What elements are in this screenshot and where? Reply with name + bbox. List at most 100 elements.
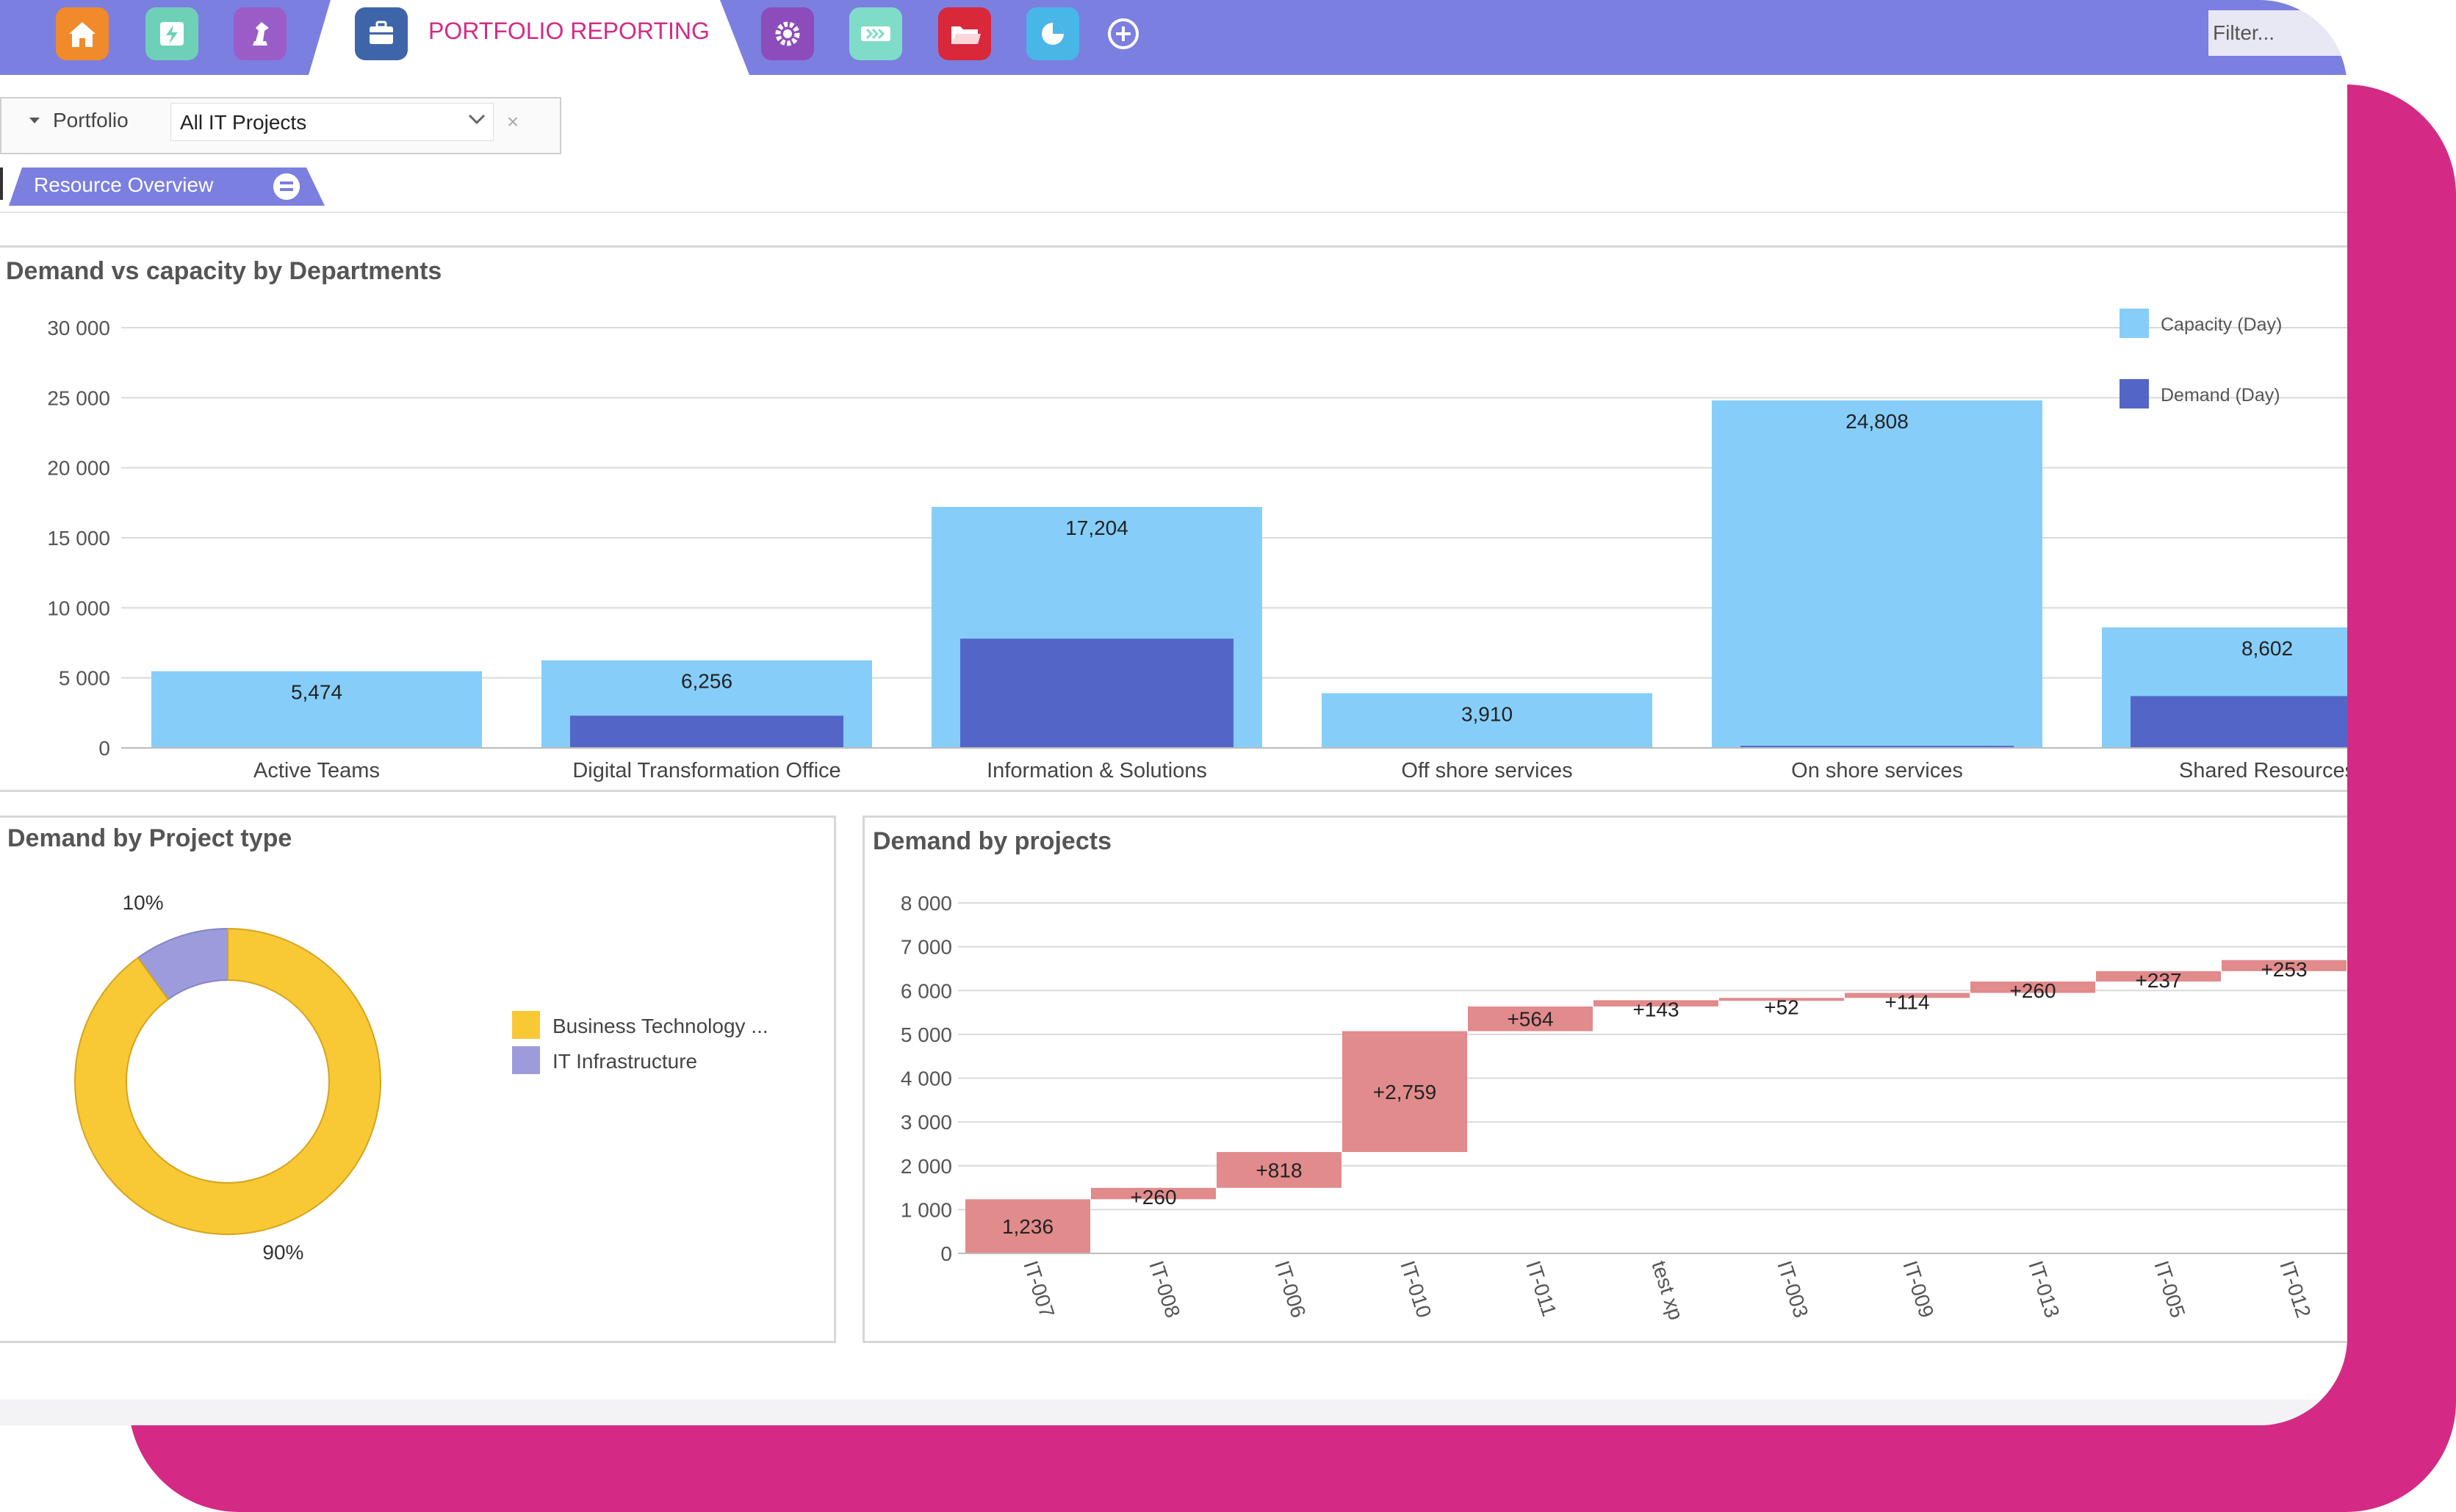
bar-data-label: +818 [1256, 1159, 1302, 1181]
type-chart-panel [0, 816, 836, 1343]
waterfall-bar [1091, 1187, 1216, 1200]
x-category-label: IT-008 [1145, 1258, 1184, 1320]
x-category-label: Shared Resources [2179, 759, 2347, 782]
x-category-label: IT-006 [1270, 1258, 1310, 1320]
app-window: PORTFOLIO REPORTING Filter... Portfolio … [0, 0, 2347, 1425]
project-type-donut-chart: 10% 90% Business Technology ... IT Infrastr… [74, 891, 768, 1264]
home-icon[interactable] [56, 7, 109, 60]
tab-portfolio-reporting[interactable] [309, 0, 749, 75]
x-category-label: IT-011 [1522, 1258, 1560, 1319]
legend-label: Capacity (Day) [2161, 314, 2282, 335]
legend-swatch [2120, 309, 2149, 338]
bar-data-label: 1,236 [1002, 1215, 1054, 1238]
resource-tab-label: Resource Overview [34, 173, 214, 196]
legend-swatch [512, 1011, 540, 1039]
waterfall-bar [1719, 998, 1844, 1001]
demand-bar [960, 638, 1234, 748]
bar-data-label: +2,759 [1373, 1081, 1436, 1104]
tab-resource-overview[interactable] [9, 168, 325, 206]
donut-slice [74, 927, 381, 1235]
bar-data-label: 3,910 [1461, 702, 1513, 725]
bar-data-label: +52 [1764, 996, 1799, 1018]
legend-label: IT Infrastructure [552, 1050, 697, 1073]
slice-data-label: 90% [262, 1241, 303, 1264]
projects-waterfall-chart: 0 1 000 2 000 3 000 4 000 5 000 6 000 7 000 8 00… [901, 892, 2347, 1322]
filter-input[interactable]: Filter... [2208, 10, 2347, 56]
demand-bar [570, 716, 843, 748]
bar-data-label: +564 [1507, 1008, 1553, 1031]
y-tick-label: 25 000 [47, 386, 110, 409]
y-tick-label: 0 [940, 1242, 952, 1265]
capacity-bar [1712, 400, 2042, 748]
briefcase-icon [355, 7, 408, 60]
y-tick-label: 30 000 [47, 317, 110, 339]
bar-data-label: +260 [1130, 1186, 1176, 1209]
x-category-label: Information & Solutions [987, 759, 1207, 782]
folder-icon[interactable] [938, 7, 991, 60]
capacity-bar [1322, 693, 1652, 748]
y-tick-label: 10 000 [47, 597, 110, 619]
x-category-label: IT-009 [1898, 1258, 1938, 1320]
slice-data-label: 10% [123, 891, 164, 914]
footer-strip [0, 1400, 2347, 1425]
dept-bar-chart: 0 5 000 10 000 15 000 20 000 25 000 30 000 5,47… [47, 309, 2347, 782]
bolt-icon[interactable] [145, 7, 198, 60]
clear-filter-button[interactable]: × [506, 110, 519, 133]
bar-data-label: 24,808 [1845, 410, 1909, 433]
y-tick-label: 1 000 [901, 1198, 952, 1221]
bar-data-label: 17,204 [1065, 516, 1128, 539]
y-tick-label: 7 000 [901, 936, 952, 959]
x-category-label: test xp [1647, 1258, 1688, 1322]
bar-data-label: +237 [2135, 969, 2181, 992]
plus-icon[interactable] [1100, 10, 1147, 57]
y-tick-label: 2 000 [901, 1155, 952, 1178]
top-toolbar: PORTFOLIO REPORTING Filter... [0, 0, 2347, 75]
x-category-label: IT-010 [1396, 1258, 1436, 1320]
legend-swatch [2120, 379, 2149, 408]
chevrons-icon[interactable] [849, 7, 902, 60]
caret-down-icon[interactable] [29, 118, 40, 123]
legend-swatch [512, 1046, 540, 1074]
y-tick-label: 5 000 [59, 667, 110, 690]
portfolio-label: Portfolio [53, 109, 129, 132]
capacity-bar [151, 671, 482, 748]
legend-label: Demand (Day) [2161, 385, 2280, 406]
waterfall-bar [1970, 981, 2095, 993]
tab-marker [0, 168, 3, 200]
bar-data-label: 5,474 [291, 681, 342, 704]
x-category-label: Digital Transformation Office [572, 759, 840, 782]
projects-chart-title: Demand by projects [873, 827, 1112, 855]
y-tick-label: 6 000 [901, 979, 952, 1002]
active-tab-label: PORTFOLIO REPORTING [428, 18, 710, 44]
demand-bar [1740, 746, 2014, 748]
dept-chart-title: Demand vs capacity by Departments [6, 257, 442, 285]
bar-data-label: +260 [2009, 979, 2056, 1002]
y-tick-label: 20 000 [47, 457, 110, 480]
x-category-label: IT-012 [2275, 1258, 2315, 1320]
bar-data-label: +143 [1632, 998, 1679, 1020]
pie-chart-icon[interactable] [1026, 7, 1079, 60]
gear-icon[interactable] [761, 7, 814, 60]
bar-data-label: +253 [2261, 958, 2307, 981]
bar-data-label: +114 [1885, 990, 1930, 1013]
waterfall-bar [1468, 1006, 1593, 1032]
chess-icon[interactable] [234, 7, 287, 60]
chevron-down-icon[interactable] [467, 109, 486, 132]
x-category-label: IT-013 [2024, 1258, 2064, 1320]
x-category-label: On shore services [1791, 759, 1963, 782]
waterfall-bar [1342, 1031, 1467, 1153]
waterfall-bar [1845, 993, 1970, 998]
y-tick-label: 3 000 [901, 1111, 952, 1134]
waterfall-bar [2096, 971, 2221, 982]
waterfall-bar [1217, 1152, 1342, 1188]
type-chart-title: Demand by Project type [7, 824, 292, 852]
menu-icon[interactable] [273, 173, 300, 200]
demand-bar [2131, 696, 2347, 748]
y-tick-label: 15 000 [47, 527, 110, 550]
x-category-label: IT-005 [2150, 1258, 2189, 1320]
y-tick-label: 5 000 [901, 1023, 952, 1046]
x-category-label: IT-007 [1019, 1258, 1059, 1320]
waterfall-bar [965, 1199, 1090, 1253]
portfolio-select[interactable]: All IT Projects [170, 103, 494, 141]
x-category-label: Active Teams [253, 759, 380, 782]
